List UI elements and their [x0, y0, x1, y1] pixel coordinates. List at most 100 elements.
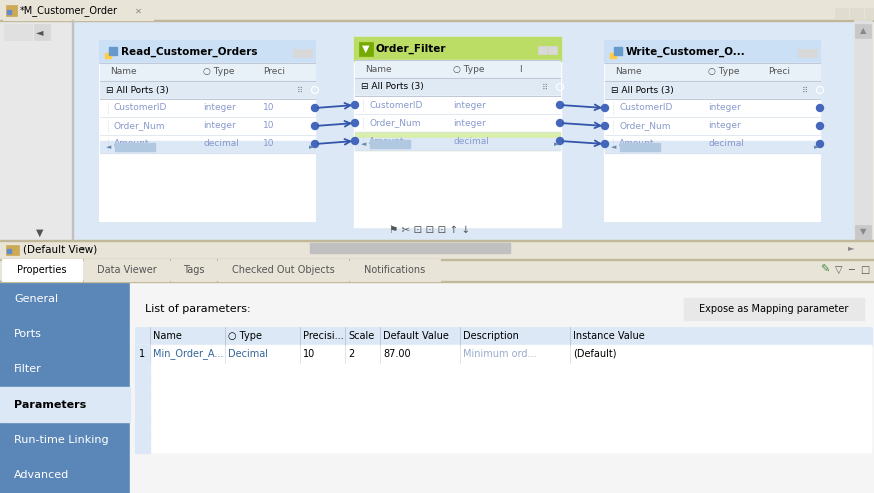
Text: Decimal: Decimal: [228, 349, 268, 359]
Bar: [2, 259, 82, 281]
Text: ⊟ All Ports (3): ⊟ All Ports (3): [106, 85, 169, 95]
Bar: [359, 42, 373, 56]
Bar: [605, 63, 820, 81]
Text: Preci: Preci: [263, 68, 286, 76]
Bar: [798, 49, 807, 57]
Bar: [4, 104, 32, 120]
Text: l: l: [519, 65, 522, 73]
Bar: [355, 96, 560, 114]
Bar: [135, 399, 872, 417]
Text: ⠿: ⠿: [542, 82, 548, 92]
Text: Minimum ord...: Minimum ord...: [463, 349, 537, 359]
Bar: [100, 63, 315, 81]
Text: ⠿: ⠿: [802, 85, 808, 95]
Text: ○ Type: ○ Type: [708, 68, 739, 76]
Bar: [135, 363, 872, 381]
Bar: [370, 140, 410, 148]
Circle shape: [557, 102, 564, 108]
Bar: [104, 45, 118, 59]
Bar: [854, 20, 872, 241]
Bar: [605, 41, 820, 221]
Bar: [835, 8, 848, 18]
Bar: [135, 345, 150, 363]
Text: ◄: ◄: [611, 144, 616, 150]
Circle shape: [601, 141, 608, 147]
Text: Order_Num: Order_Num: [114, 121, 165, 131]
Text: Expose as Mapping parameter: Expose as Mapping parameter: [699, 304, 849, 314]
Text: CustomerID: CustomerID: [114, 104, 168, 112]
Text: Scale: Scale: [348, 331, 374, 341]
Circle shape: [557, 119, 564, 127]
Text: Amount: Amount: [369, 137, 405, 145]
Text: Read_Customer_Orders: Read_Customer_Orders: [121, 47, 258, 57]
Bar: [135, 345, 872, 363]
Text: ○ Type: ○ Type: [203, 68, 235, 76]
Text: ◄: ◄: [36, 27, 44, 37]
Circle shape: [351, 119, 358, 127]
Text: decimal: decimal: [203, 140, 239, 148]
Bar: [0, 281, 130, 493]
Text: ─: ─: [848, 265, 854, 275]
Bar: [355, 38, 560, 60]
Bar: [865, 8, 873, 18]
Bar: [135, 417, 150, 435]
Bar: [310, 243, 510, 253]
Circle shape: [311, 105, 318, 111]
Bar: [808, 49, 817, 57]
Text: Advanced: Advanced: [14, 470, 69, 480]
Text: ⚑ ✂ ⊡ ⊡ ⊡ ↑ ↓: ⚑ ✂ ⊡ ⊡ ⊡ ↑ ↓: [390, 225, 470, 235]
Text: ◄: ◄: [361, 141, 366, 147]
Text: (Default): (Default): [573, 349, 616, 359]
Circle shape: [601, 105, 608, 111]
Bar: [109, 47, 117, 55]
Bar: [0, 0, 874, 20]
Bar: [0, 387, 130, 423]
Text: Order_Num: Order_Num: [369, 118, 420, 128]
Bar: [135, 327, 872, 453]
Bar: [0, 240, 874, 241]
Text: Order_Filter: Order_Filter: [376, 44, 447, 54]
Text: ▼: ▼: [36, 228, 44, 238]
Circle shape: [816, 105, 823, 111]
Text: ►: ►: [814, 144, 820, 150]
Bar: [4, 146, 32, 162]
Text: ▽: ▽: [835, 265, 843, 275]
Text: Instance Value: Instance Value: [573, 331, 645, 341]
Text: ▲: ▲: [860, 27, 866, 35]
Bar: [135, 435, 150, 453]
Bar: [100, 99, 315, 117]
Text: ►: ►: [309, 144, 315, 150]
Text: General: General: [14, 294, 59, 304]
Bar: [605, 117, 820, 135]
Text: 87.00: 87.00: [383, 349, 411, 359]
Circle shape: [311, 122, 318, 130]
Text: Tags: Tags: [183, 265, 205, 275]
Bar: [0, 259, 874, 260]
Bar: [355, 38, 560, 226]
Text: decimal: decimal: [454, 137, 489, 145]
Text: Precisi...: Precisi...: [303, 331, 343, 341]
Text: CustomerID: CustomerID: [369, 101, 422, 109]
Bar: [355, 138, 560, 150]
Bar: [609, 45, 623, 59]
Text: Name: Name: [110, 68, 136, 76]
Text: ▼: ▼: [860, 227, 866, 237]
Bar: [6, 245, 19, 255]
Text: ◄: ◄: [106, 144, 111, 150]
Bar: [100, 81, 315, 99]
Text: decimal: decimal: [708, 140, 744, 148]
Circle shape: [351, 138, 358, 144]
Text: Amount: Amount: [619, 140, 655, 148]
Bar: [73, 20, 853, 241]
Text: ►: ►: [554, 141, 559, 147]
Text: ⊟ All Ports (3): ⊟ All Ports (3): [611, 85, 674, 95]
Text: ⊟ All Ports (3): ⊟ All Ports (3): [361, 82, 424, 92]
Text: 10: 10: [303, 349, 316, 359]
Bar: [0, 20, 874, 21]
Bar: [135, 363, 150, 381]
Text: □: □: [860, 265, 870, 275]
Bar: [100, 141, 315, 153]
Bar: [610, 53, 616, 58]
Circle shape: [816, 122, 823, 130]
Bar: [293, 49, 302, 57]
